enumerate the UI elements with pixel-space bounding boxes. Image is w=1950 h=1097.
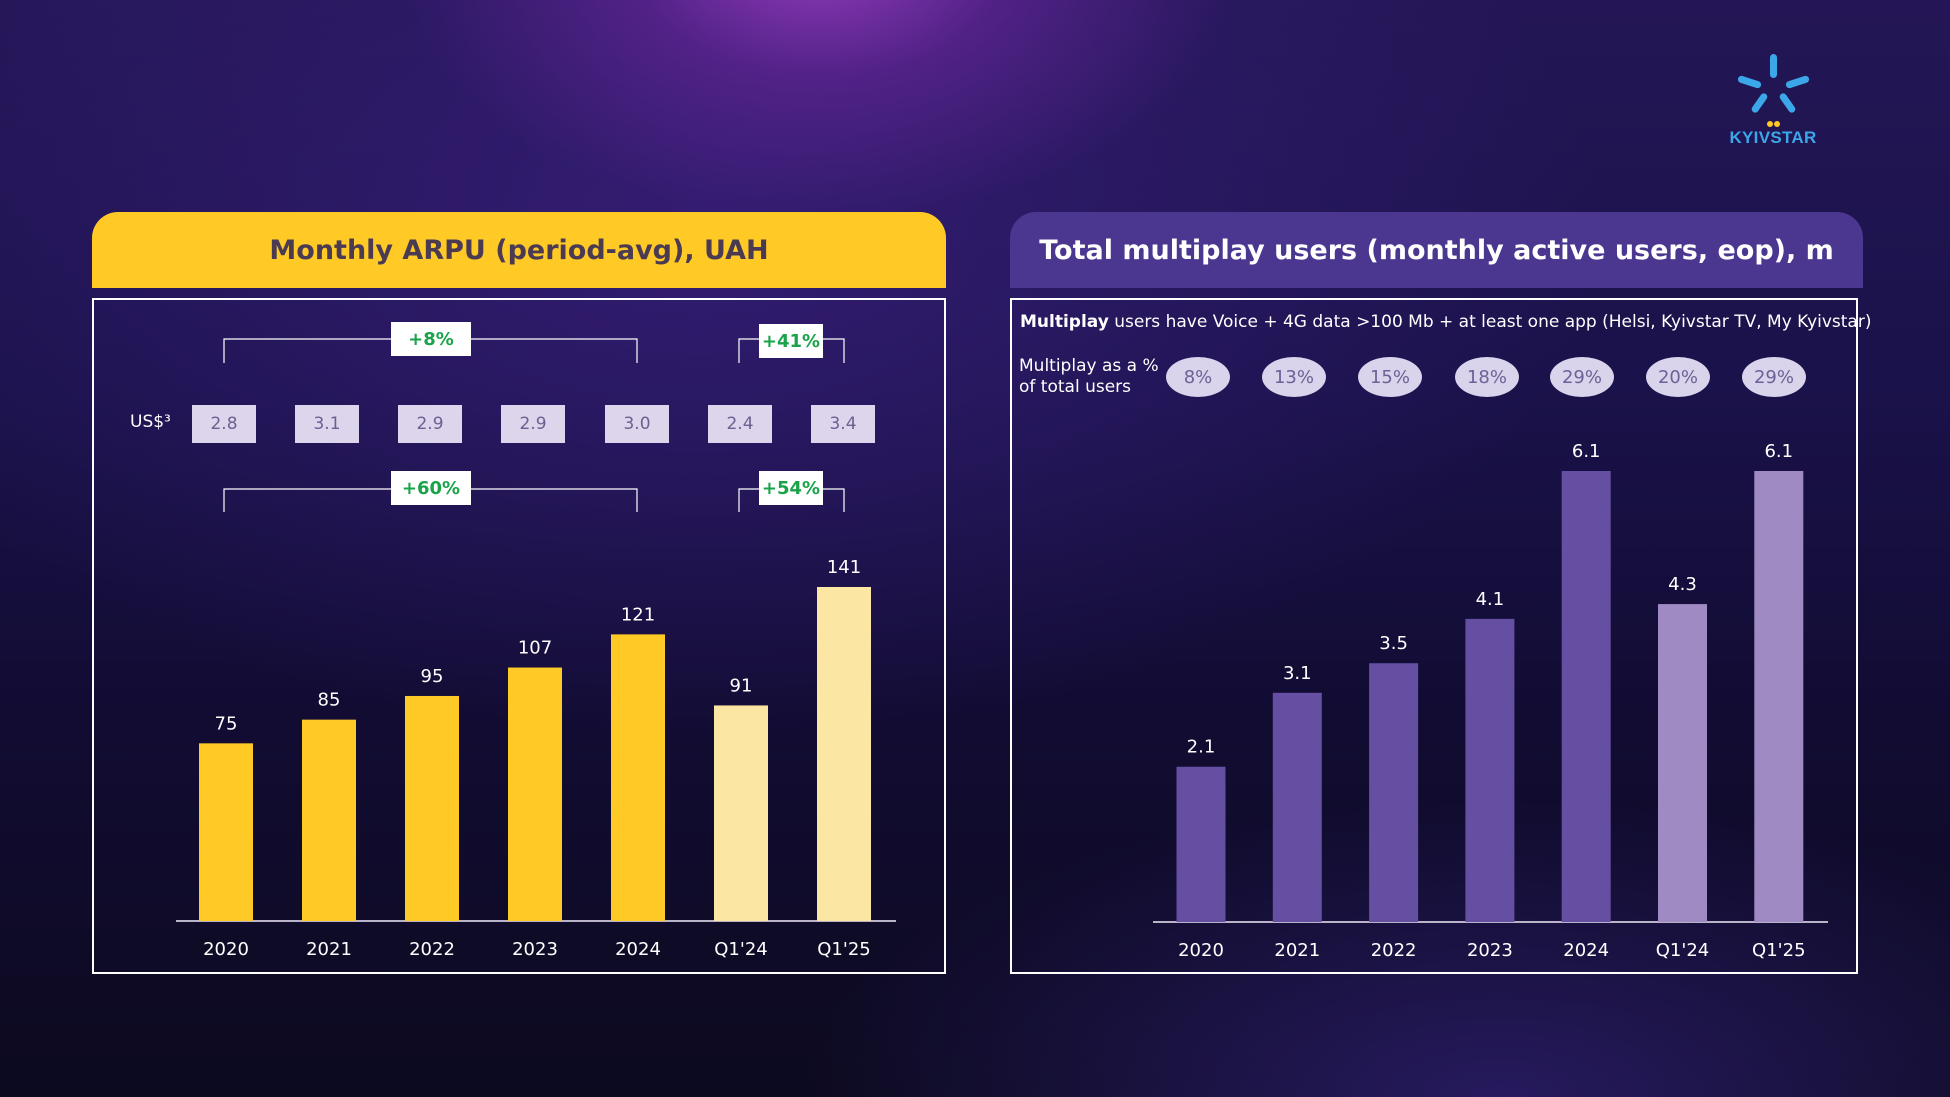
bar: [1272, 692, 1322, 922]
arpu-panel-title: Monthly ARPU (period-avg), UAH: [92, 212, 946, 288]
pct-pill: 18%: [1455, 357, 1519, 397]
logo-text: KYIVSTAR: [1729, 128, 1817, 147]
arpu-panel-box: [92, 298, 946, 974]
multiplay-panel-box: [1010, 298, 1858, 974]
data-label: 2.1: [1187, 737, 1216, 758]
x-tick-label: 2023: [512, 939, 558, 960]
data-label: 141: [827, 557, 861, 578]
data-label: 3.5: [1379, 633, 1408, 654]
x-tick-label: 2021: [306, 939, 352, 960]
x-tick-label: 2022: [1371, 940, 1417, 961]
pct-pill: 15%: [1358, 357, 1422, 397]
data-label: 6.1: [1572, 441, 1601, 462]
bar: [1561, 471, 1611, 922]
note-text: users have Voice + 4G data >100 Mb + at …: [1108, 312, 1872, 332]
bar: [1369, 663, 1419, 922]
data-label: 91: [730, 675, 753, 696]
data-label: 121: [621, 604, 655, 625]
growth-badge-quarterly-uah: +54%: [759, 471, 823, 505]
data-label: 85: [318, 690, 341, 711]
pct-pill: 29%: [1550, 357, 1614, 397]
data-label: 6.1: [1764, 441, 1793, 462]
x-tick-label: Q1'24: [714, 939, 767, 960]
data-label: 75: [215, 713, 238, 734]
bar: [1465, 618, 1515, 922]
multiplay-definition-note: Multiplay users have Voice + 4G data >10…: [1020, 312, 1871, 332]
pct-label-line2: of total users: [1019, 377, 1132, 397]
bar: [714, 705, 768, 921]
x-tick-label: 2022: [409, 939, 455, 960]
x-tick-label: Q1'25: [1752, 940, 1805, 961]
pct-pill: 20%: [1646, 357, 1710, 397]
x-tick-label: 2023: [1467, 940, 1513, 961]
bar: [302, 719, 356, 921]
bar: [611, 634, 665, 921]
x-tick-label: 2020: [1178, 940, 1224, 961]
usd-value: 2.4: [708, 405, 772, 443]
bar: [1658, 604, 1707, 922]
pct-pill: 29%: [1742, 357, 1806, 397]
x-tick-label: 2024: [615, 939, 661, 960]
bar: [508, 667, 562, 921]
pct-row-label: Multiplay as a % of total users: [1019, 356, 1159, 398]
data-label: 4.3: [1668, 574, 1697, 595]
x-tick-label: Q1'25: [817, 939, 870, 960]
x-tick-label: Q1'24: [1656, 940, 1709, 961]
usd-row-label: US$³: [130, 412, 171, 432]
growth-badge-annual-uah: +60%: [391, 471, 471, 505]
multiplay-panel-title: Total multiplay users (monthly active us…: [1010, 212, 1863, 288]
bar: [1754, 471, 1804, 922]
usd-value: 2.9: [398, 405, 462, 443]
note-bold: Multiplay: [1020, 312, 1109, 332]
x-tick-label: 2021: [1274, 940, 1320, 961]
data-label: 3.1: [1283, 663, 1312, 684]
growth-badge-quarterly-usd: +41%: [759, 324, 823, 358]
pct-pill: 13%: [1262, 357, 1326, 397]
bar: [1176, 766, 1226, 922]
usd-value: 3.1: [295, 405, 359, 443]
bar: [405, 695, 459, 921]
x-tick-label: 2024: [1563, 940, 1609, 961]
usd-value: 3.0: [605, 405, 669, 443]
bar: [199, 743, 253, 921]
pct-label-line1: Multiplay as a %: [1019, 356, 1159, 376]
pct-pill: 8%: [1166, 357, 1230, 397]
x-tick-label: 2020: [203, 939, 249, 960]
data-label: 4.1: [1476, 589, 1505, 610]
star-icon: [1737, 54, 1810, 127]
kyivstar-logo: KYIVSTAR: [1726, 50, 1820, 150]
usd-value: 2.9: [501, 405, 565, 443]
usd-value: 3.4: [811, 405, 875, 443]
data-label: 107: [518, 638, 552, 659]
growth-badge-annual-usd: +8%: [391, 322, 471, 356]
usd-value: 2.8: [192, 405, 256, 443]
bar: [817, 587, 871, 921]
data-label: 95: [421, 666, 444, 687]
